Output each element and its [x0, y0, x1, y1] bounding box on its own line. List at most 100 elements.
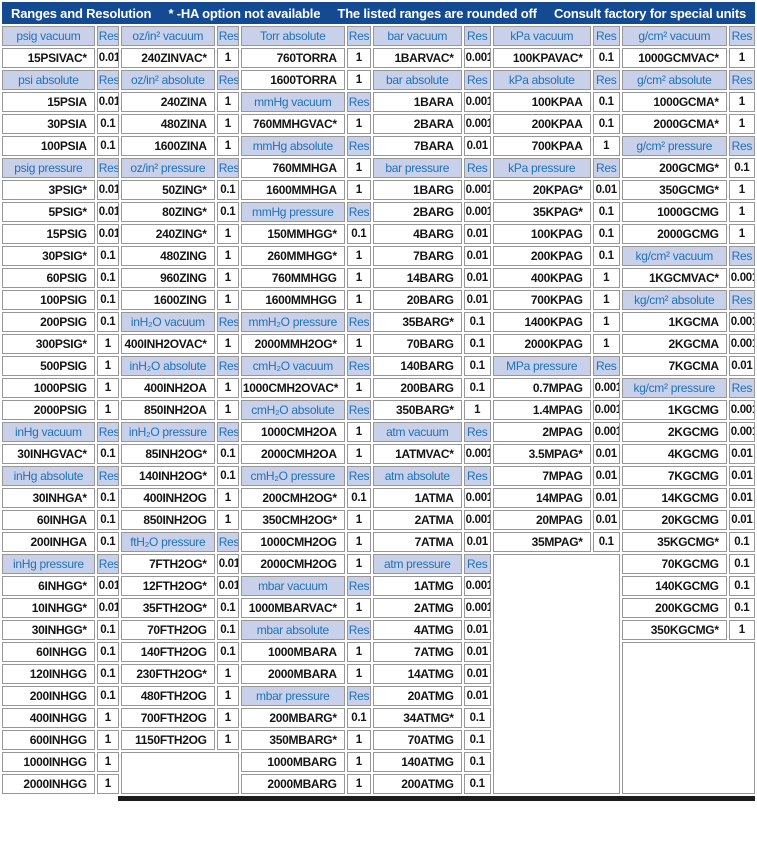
res-header-cell: Res — [346, 400, 371, 420]
res-value-cell: 0.01 — [463, 620, 491, 640]
range-cell: 1000MBARG — [240, 752, 345, 772]
section-header-cell: oz/in² absolute — [120, 70, 215, 90]
res-value-cell: 0.001 — [592, 378, 620, 398]
res-value-cell: 1 — [216, 246, 239, 266]
range-cell: 7ATMG — [372, 642, 462, 662]
range-cell: 6INHGG* — [2, 576, 95, 596]
res-value-cell: 1 — [592, 290, 620, 310]
res-value-cell: 0.01 — [728, 356, 755, 376]
empty-cell — [492, 554, 620, 794]
section-header-cell: psi absolute — [2, 70, 95, 90]
res-value-cell: 0.1 — [216, 620, 239, 640]
range-cell: 30INHGG* — [2, 620, 95, 640]
range-cell: 140INH2OG* — [120, 466, 215, 486]
res-value-cell: 1 — [346, 70, 371, 90]
res-header-cell: Res — [728, 70, 755, 90]
res-header-cell: Res — [96, 26, 119, 46]
res-header-cell: Res — [346, 136, 371, 156]
section-header-cell: g/cm² pressure — [621, 136, 727, 156]
range-cell: 35FTH2OG* — [120, 598, 215, 618]
range-cell: 12FTH2OG* — [120, 576, 215, 596]
table-row: 200PSIG 0.1 inH₂O vacuum Res mmH₂O pressure R… — [2, 312, 755, 332]
banner-title: Ranges and Resolution — [11, 5, 152, 21]
res-value-cell: 1 — [346, 774, 371, 794]
res-value-cell: 1 — [592, 334, 620, 354]
res-value-cell: 0.1 — [463, 752, 491, 772]
ranges-table: psig vacuum Res oz/in² vacuum Res Torr absol… — [0, 24, 757, 796]
section-header-cell: cmH₂O pressure — [240, 466, 345, 486]
res-header-cell: Res — [96, 466, 119, 486]
res-header-cell: Res — [463, 554, 491, 574]
res-value-cell: 0.001 — [463, 510, 491, 530]
range-cell: 2KGCMA — [621, 334, 727, 354]
section-header-cell: inHg vacuum — [2, 422, 95, 442]
range-cell: 1BARVAC* — [372, 48, 462, 68]
res-value-cell: 0.1 — [346, 708, 371, 728]
range-cell: 700KPAG — [492, 290, 591, 310]
res-header-cell: Res — [346, 466, 371, 486]
res-value-cell: 0.1 — [463, 708, 491, 728]
range-cell: 1600ZINA — [120, 136, 215, 156]
section-header-cell: atm pressure — [372, 554, 462, 574]
res-value-cell: 0.01 — [96, 48, 119, 68]
range-cell: 700KPAA — [492, 136, 591, 156]
range-cell: 700FTH2OG — [120, 708, 215, 728]
res-value-cell: 0.01 — [96, 202, 119, 222]
res-value-cell: 0.1 — [216, 598, 239, 618]
range-cell: 150MMHGG* — [240, 224, 345, 244]
res-value-cell: 0.1 — [592, 224, 620, 244]
res-value-cell: 1 — [346, 532, 371, 552]
range-cell: 30INHGA* — [2, 488, 95, 508]
range-cell: 1150FTH2OG — [120, 730, 215, 750]
table-row: 30INHGVAC* 0.1 85INH2OG* 0.1 2000CMH2OA 1 1ATM… — [2, 444, 755, 464]
res-header-cell: Res — [96, 158, 119, 178]
res-header-cell: Res — [728, 378, 755, 398]
bottom-edge-bar — [118, 796, 755, 801]
range-cell: 1BARA — [372, 92, 462, 112]
res-value-cell: 0.1 — [96, 620, 119, 640]
range-cell: 300PSIG* — [2, 334, 95, 354]
res-value-cell: 1 — [96, 730, 119, 750]
res-value-cell: 1 — [346, 730, 371, 750]
res-header-cell: Res — [346, 576, 371, 596]
res-value-cell: 0.01 — [216, 554, 239, 574]
range-cell: 600INHGG — [2, 730, 95, 750]
range-cell: 2000KPAG — [492, 334, 591, 354]
section-header-cell: kg/cm² pressure — [621, 378, 727, 398]
range-cell: 200ATMG — [372, 774, 462, 794]
res-header-cell: Res — [463, 422, 491, 442]
table-row: 600INHGG 1 1150FTH2OG 1 350MBARG* 1 70ATMG 0.1 — [2, 730, 755, 750]
range-cell: 350KGCMG* — [621, 620, 727, 640]
table-row: 60PSIG 0.1 960ZING 1 760MMHGG 1 14BARG 0.01 400K… — [2, 268, 755, 288]
table-row: inHg vacuum Res inH₂O pressure Res 1000CMH2O… — [2, 422, 755, 442]
section-header-cell: mbar vacuum — [240, 576, 345, 596]
res-value-cell: 0.01 — [463, 224, 491, 244]
res-header-cell: Res — [346, 202, 371, 222]
range-cell: 20KPAG* — [492, 180, 591, 200]
section-header-cell: Torr absolute — [240, 26, 345, 46]
range-cell: 20MPAG — [492, 510, 591, 530]
range-cell: 1ATMA — [372, 488, 462, 508]
section-header-cell: inH₂O vacuum — [120, 312, 215, 332]
range-cell: 7BARA — [372, 136, 462, 156]
res-value-cell: 1 — [346, 510, 371, 530]
range-cell: 400INH2OA — [120, 378, 215, 398]
res-value-cell: 1 — [216, 730, 239, 750]
range-cell: 760MMHGA — [240, 158, 345, 178]
res-value-cell: 0.001 — [463, 202, 491, 222]
section-header-cell: psig vacuum — [2, 26, 95, 46]
table-row: psig pressure Res oz/in² pressure Res 760MMH… — [2, 158, 755, 178]
section-header-cell: bar pressure — [372, 158, 462, 178]
res-value-cell: 1 — [592, 136, 620, 156]
section-header-cell: bar absolute — [372, 70, 462, 90]
res-header-cell: Res — [216, 26, 239, 46]
res-value-cell: 0.1 — [463, 334, 491, 354]
range-cell: 2000GCMG — [621, 224, 727, 244]
range-cell: 0.7MPAG — [492, 378, 591, 398]
res-value-cell: 0.01 — [592, 466, 620, 486]
range-cell: 35KGCMG* — [621, 532, 727, 552]
res-value-cell: 1 — [96, 774, 119, 794]
res-header-cell: Res — [346, 686, 371, 706]
res-value-cell: 1 — [346, 664, 371, 684]
res-value-cell: 0.1 — [216, 202, 239, 222]
